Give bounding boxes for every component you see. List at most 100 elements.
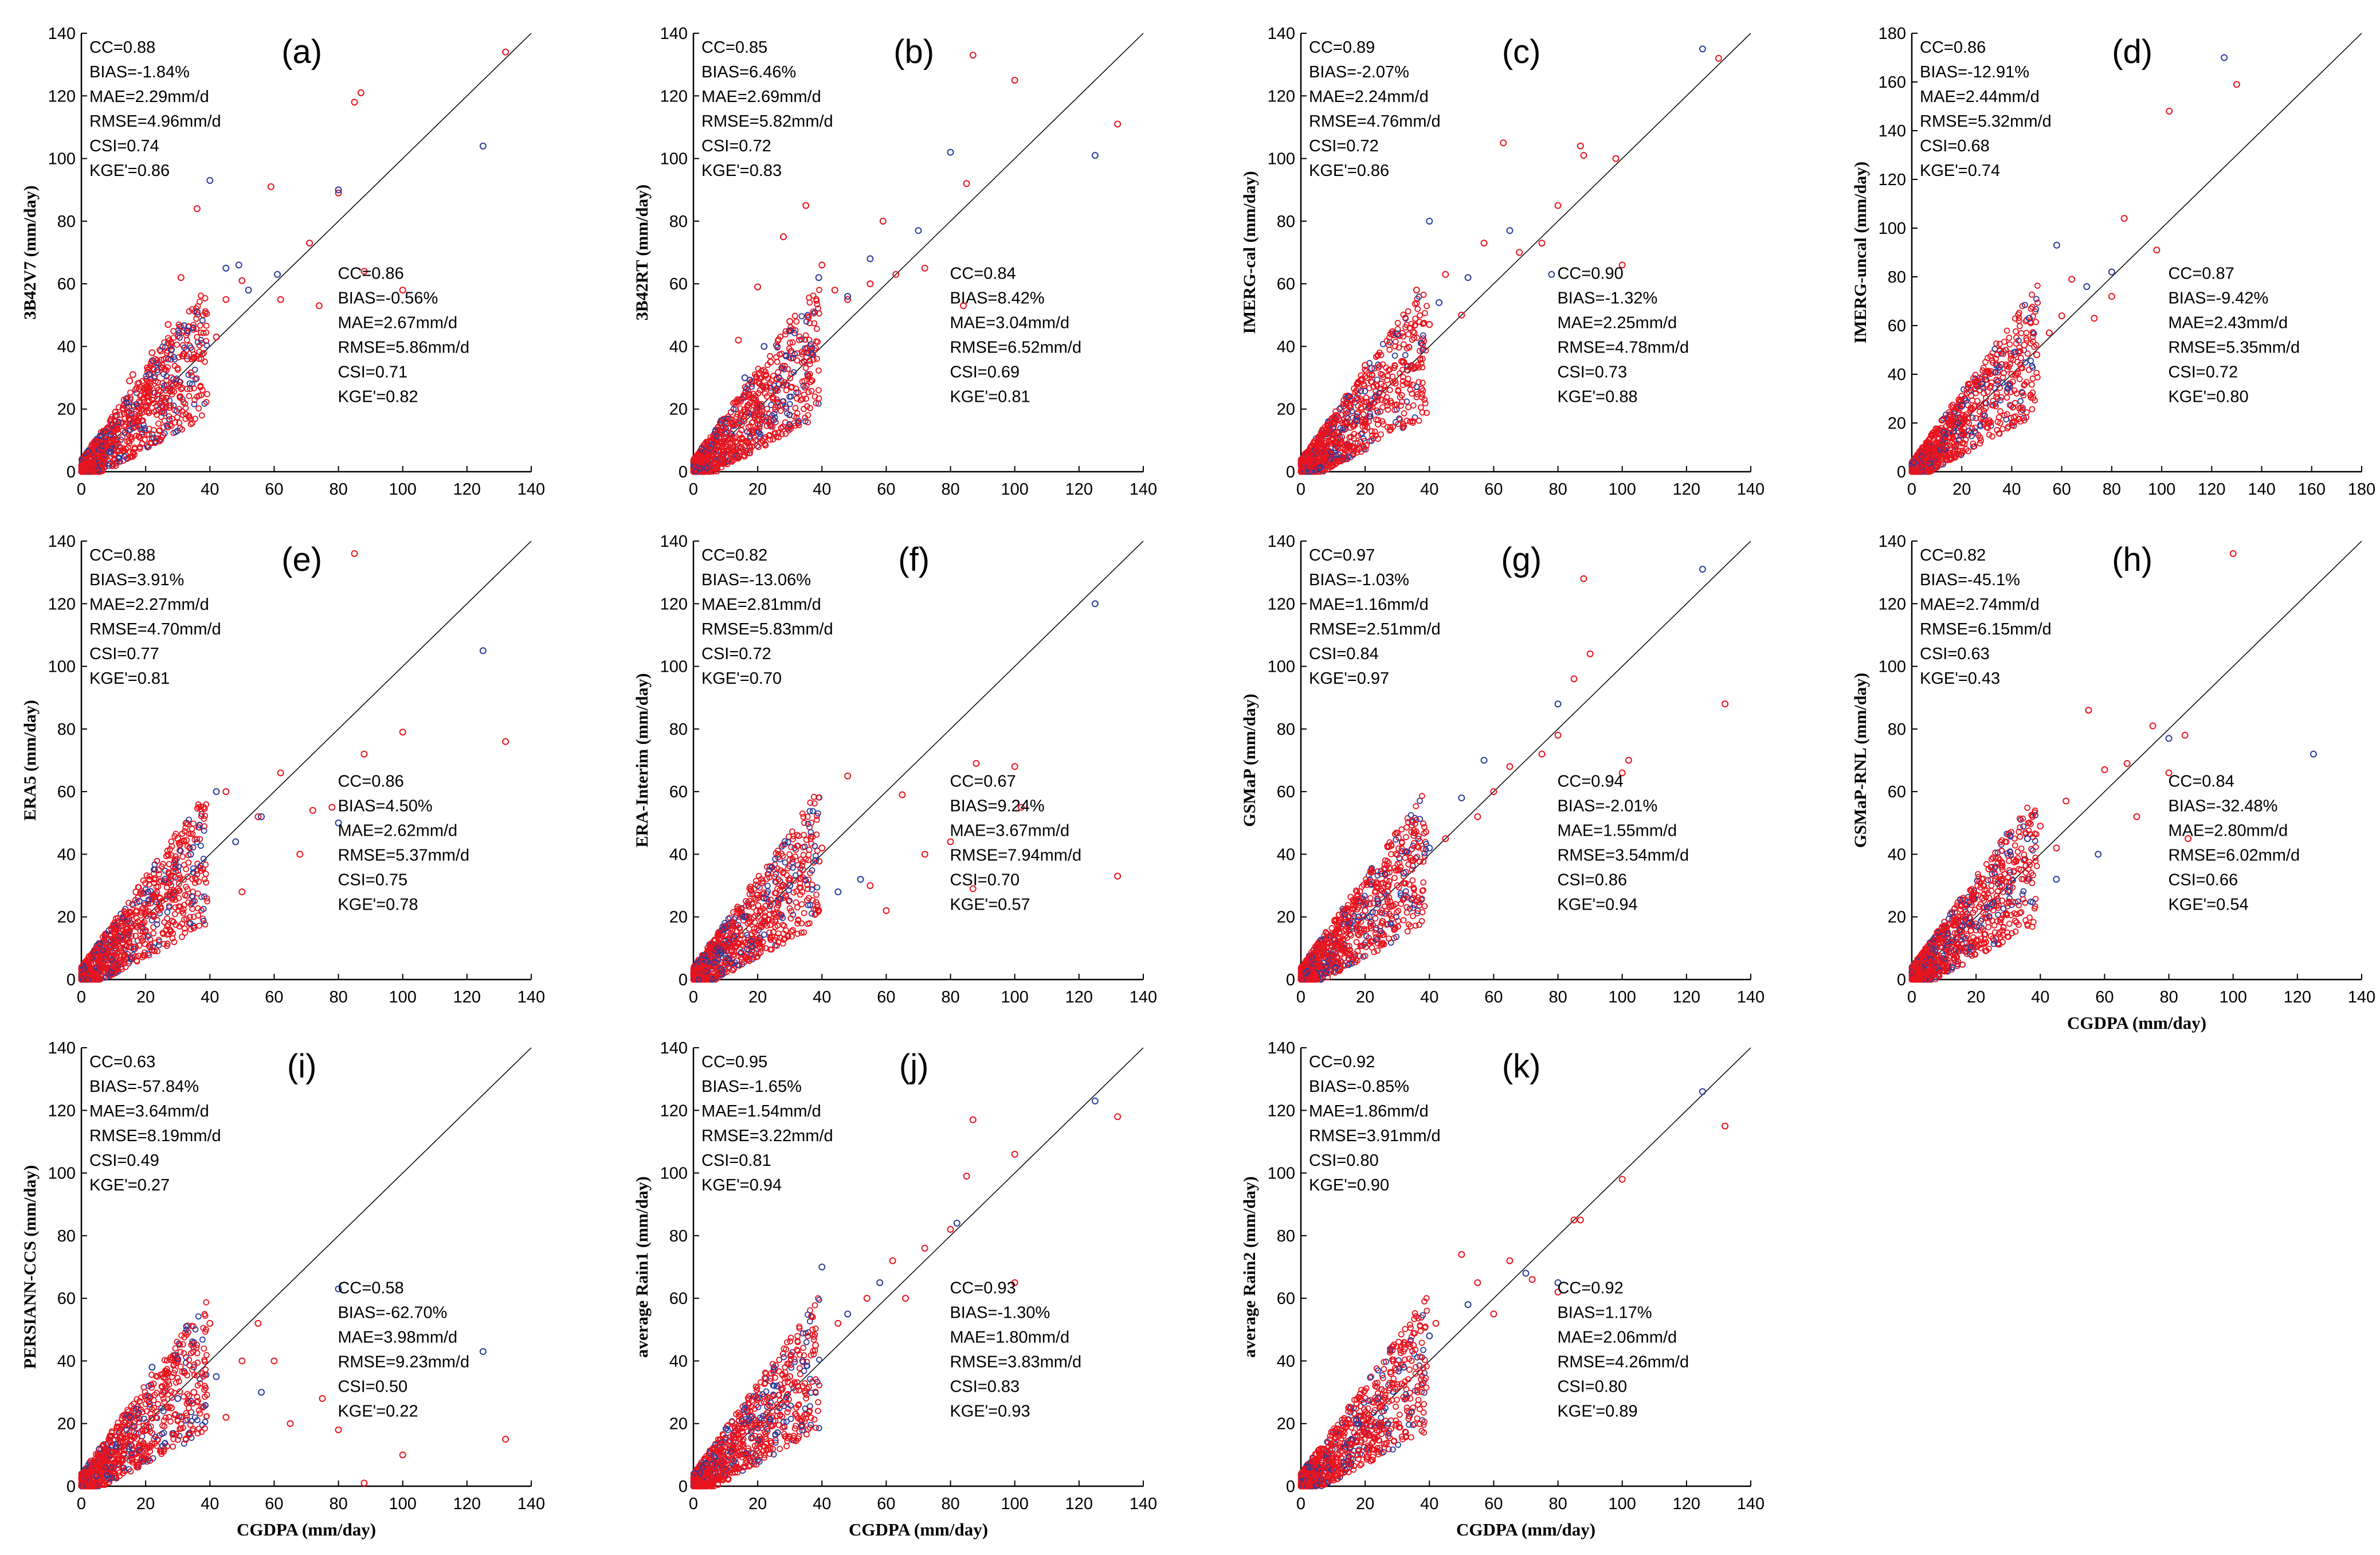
stat-bottom-line: BIAS=-9.42% [2168, 289, 2268, 307]
x-tick-label: 140 [517, 988, 545, 1006]
cloud-point [785, 366, 791, 373]
data-point [2221, 54, 2228, 61]
x-tick-label: 100 [389, 480, 417, 499]
cloud-point [792, 405, 799, 412]
y-axis-label: ERA5 (mm/day) [21, 700, 40, 821]
x-tick-label: 20 [748, 480, 767, 499]
y-tick-label: 0 [66, 463, 76, 481]
y-axis-label: 3B42RT (mm/day) [633, 185, 652, 321]
stat-bottom-line: RMSE=5.86mm/d [338, 338, 469, 357]
one-to-one-line [81, 33, 532, 472]
stat-top-line: MAE=2.44mm/d [1920, 88, 2040, 106]
cloud-point [2017, 398, 2024, 405]
x-tick-label: 60 [1484, 480, 1503, 499]
stat-bottom-line: CSI=0.72 [2168, 363, 2238, 381]
data-point [238, 888, 246, 895]
stat-top-line: CC=0.86 [1920, 38, 1986, 57]
cloud-point [106, 460, 113, 467]
x-tick-label: 80 [941, 988, 959, 1006]
cloud-point [166, 416, 173, 423]
cloud-point [198, 412, 205, 419]
stat-top-line: CSI=0.72 [701, 137, 771, 155]
cloud-point [2006, 341, 2013, 348]
stat-bottom-line: RMSE=5.35mm/d [2168, 338, 2300, 357]
y-tick-label: 20 [1888, 414, 1906, 433]
x-tick-label: 140 [1130, 480, 1157, 499]
x-tick-label: 40 [201, 480, 219, 499]
y-tick-label: 60 [57, 275, 76, 293]
y-tick-label: 60 [669, 275, 688, 293]
y-tick-label: 100 [1879, 220, 1906, 238]
y-tick-label: 80 [57, 213, 76, 231]
stat-bottom-line: CSI=0.73 [1557, 363, 1627, 381]
y-tick-label: 120 [48, 87, 76, 105]
x-tick-label: 120 [1065, 480, 1093, 499]
stat-top-line: MAE=2.27mm/d [89, 596, 209, 614]
cloud-point [815, 387, 822, 394]
cloud-point [2033, 319, 2040, 326]
x-tick-label: 60 [2053, 480, 2071, 499]
x-tick-label: 40 [813, 988, 831, 1006]
panel-label: (c) [1502, 33, 1541, 70]
stat-bottom-line: KGE'=0.80 [2168, 387, 2248, 406]
cloud-point [1417, 312, 1424, 319]
cloud-point [2016, 310, 2022, 316]
y-tick-label: 40 [1888, 366, 1906, 384]
data-point [235, 261, 242, 269]
cloud-point [1999, 425, 2006, 432]
cloud-point [193, 375, 200, 382]
cloud-point [190, 820, 197, 827]
data-point [164, 321, 172, 328]
x-tick-label: 100 [1001, 988, 1029, 1006]
data-point [879, 217, 887, 225]
cloud-point [813, 891, 820, 898]
cloud-point [182, 401, 189, 407]
stat-top-line: CSI=0.72 [1309, 137, 1379, 155]
cloud-point [164, 356, 171, 363]
cloud-point [192, 416, 198, 422]
x-tick-label: 40 [2002, 480, 2021, 499]
x-tick-label: 0 [77, 988, 86, 1006]
y-tick-label: 120 [48, 595, 76, 613]
cloud-point [191, 385, 197, 391]
stat-bottom-line: CC=0.87 [2168, 264, 2234, 283]
data-point [1506, 227, 1514, 234]
y-tick-label: 180 [1879, 25, 1906, 43]
panel-label: (a) [281, 33, 322, 70]
cloud-point [191, 366, 198, 373]
x-tick-label: 60 [265, 988, 283, 1006]
cloud-point [174, 341, 180, 348]
cloud-point [191, 401, 198, 408]
stat-top-line: MAE=2.24mm/d [1309, 88, 1429, 106]
x-tick-label: 20 [136, 480, 155, 499]
cloud-point [2016, 323, 2023, 330]
data-point [479, 647, 487, 655]
cloud-point [194, 890, 201, 897]
data-point [1612, 155, 1620, 162]
y-tick-label: 80 [1277, 213, 1295, 231]
data-point [206, 177, 214, 184]
stat-bottom-line: CSI=0.75 [338, 871, 407, 889]
cloud-point [2023, 330, 2030, 336]
stat-top-line: KGE'=0.81 [89, 669, 170, 688]
dense-point-cloud [1297, 291, 1430, 475]
data-point [2021, 342, 2028, 348]
stat-top-line: MAE=2.69mm/d [701, 88, 821, 106]
cloud-point [1993, 390, 2000, 397]
data-point [193, 205, 201, 212]
stat-bottom-line: KGE'=0.81 [950, 387, 1030, 406]
cloud-point [112, 409, 119, 415]
y-tick-label: 140 [660, 532, 688, 551]
y-tick-label: 140 [48, 25, 76, 43]
cloud-point [1417, 404, 1424, 411]
cloud-point [140, 421, 147, 428]
data-point [2108, 293, 2115, 300]
y-tick-label: 100 [1268, 150, 1295, 169]
cloud-point [172, 904, 179, 911]
cloud-point [813, 326, 820, 332]
data-point [2068, 276, 2076, 283]
x-tick-label: 140 [2248, 480, 2275, 499]
data-point [818, 261, 826, 269]
stat-bottom-line: MAE=2.25mm/d [1557, 314, 1677, 332]
cloud-point [139, 440, 146, 446]
